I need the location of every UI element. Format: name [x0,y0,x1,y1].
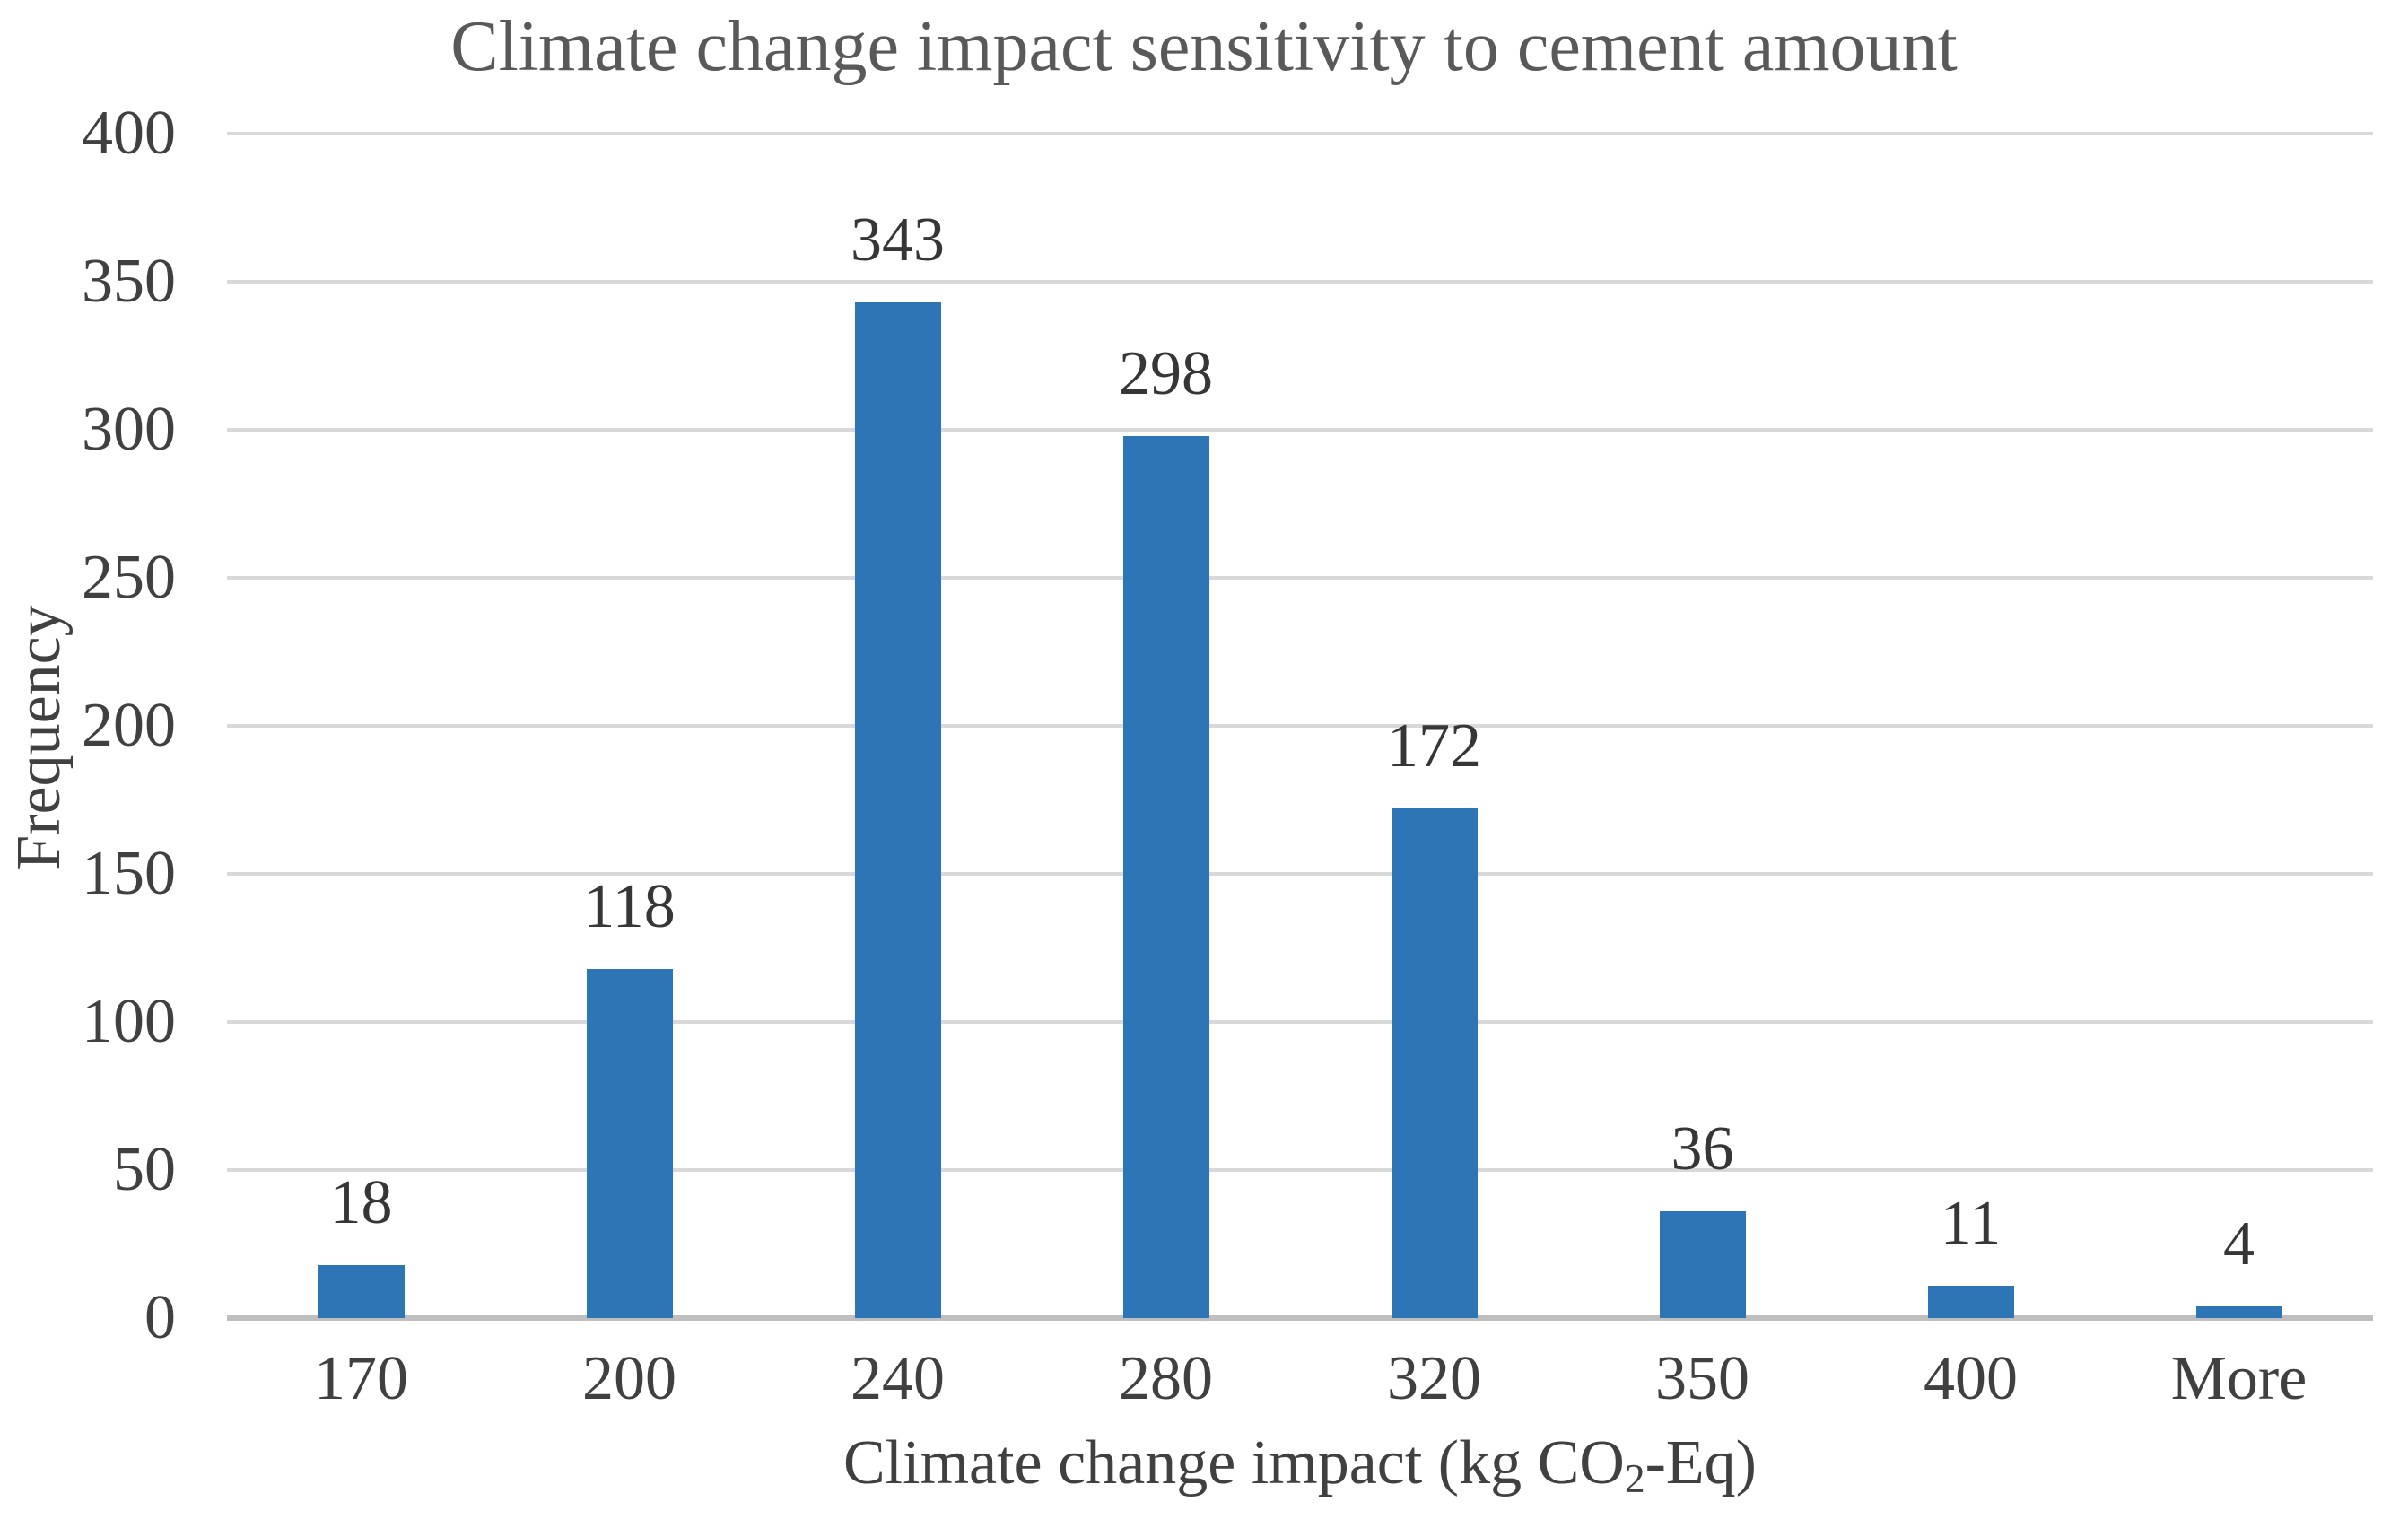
gridline-250 [227,576,2373,580]
chart-title: Climate change impact sensitivity to cem… [450,7,1958,86]
y-tick-label-350: 350 [82,247,176,316]
data-label-280: 298 [1119,338,1213,408]
y-tick-label-150: 150 [82,839,176,908]
x-axis-title-subscript: 2 [1624,1455,1645,1501]
x-tick-label-350: 350 [1655,1344,1749,1413]
gridline-350 [227,280,2373,284]
bar-200 [586,968,673,1318]
gridline-300 [227,428,2373,432]
data-label-More: 4 [2223,1209,2255,1279]
x-tick-label-280: 280 [1119,1344,1213,1413]
x-tick-label-400: 400 [1924,1344,2018,1413]
x-axis-title-text-end: -Eq) [1645,1428,1757,1497]
x-tick-label-200: 200 [582,1344,676,1413]
x-axis-title: Climate change impact (kg CO2-Eq) [227,1432,2373,1499]
y-tick-label-400: 400 [82,99,176,168]
bar-320 [1391,808,1478,1318]
gridline-150 [227,872,2373,876]
data-label-400: 11 [1940,1188,2002,1258]
y-tick-label-0: 0 [144,1283,176,1352]
bar-280 [1122,435,1209,1318]
bar-240 [854,302,941,1318]
x-tick-label-240: 240 [851,1344,945,1413]
gridline-400 [227,132,2373,135]
data-label-170: 18 [329,1167,393,1237]
y-tick-label-250: 250 [82,543,176,612]
y-tick-label-200: 200 [82,691,176,760]
gridline-100 [227,1020,2373,1024]
plot-area: 18 118 343 298 172 36 11 4 [227,132,2373,1321]
data-label-200: 118 [583,871,676,941]
x-axis-line [227,1315,2373,1321]
x-tick-label-170: 170 [314,1344,408,1413]
x-axis-title-text: Climate change impact (kg CO [842,1428,1625,1497]
y-tick-label-100: 100 [82,987,176,1056]
gridline-50 [227,1168,2373,1172]
x-tick-label-320: 320 [1387,1344,1481,1413]
bar-170 [318,1264,405,1318]
x-tick-label-More: More [2170,1344,2308,1413]
data-label-240: 343 [851,205,945,275]
y-tick-label-50: 50 [113,1135,176,1204]
data-label-350: 36 [1671,1114,1734,1184]
data-label-320: 172 [1387,712,1481,781]
bar-400 [1927,1285,2014,1318]
bar-More [2195,1305,2282,1318]
y-tick-label-300: 300 [82,395,176,464]
bar-350 [1659,1211,1746,1318]
gridline-200 [227,724,2373,728]
